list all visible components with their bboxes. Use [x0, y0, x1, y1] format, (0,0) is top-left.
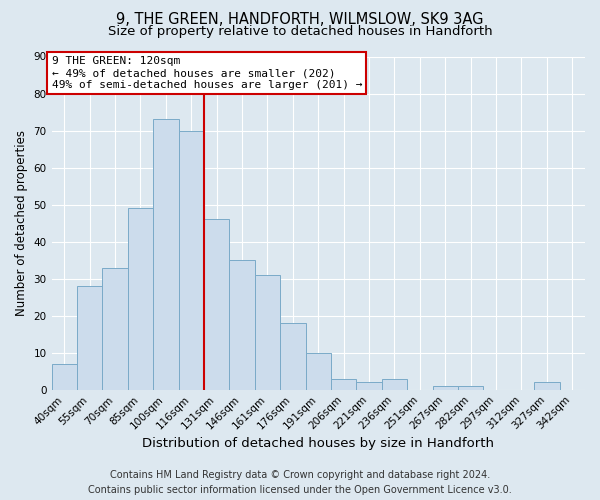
Text: Size of property relative to detached houses in Handforth: Size of property relative to detached ho… [107, 25, 493, 38]
Bar [153, 120, 179, 390]
Bar [255, 275, 280, 390]
Bar [433, 386, 458, 390]
Bar [534, 382, 560, 390]
Bar [179, 130, 204, 390]
Text: 9 THE GREEN: 120sqm
← 49% of detached houses are smaller (202)
49% of semi-detac: 9 THE GREEN: 120sqm ← 49% of detached ho… [52, 56, 362, 90]
Bar [305, 352, 331, 390]
Bar [280, 323, 305, 390]
Bar [331, 378, 356, 390]
Bar [52, 364, 77, 390]
Bar [204, 220, 229, 390]
Bar [382, 378, 407, 390]
X-axis label: Distribution of detached houses by size in Handforth: Distribution of detached houses by size … [142, 437, 494, 450]
Bar [229, 260, 255, 390]
Text: Contains HM Land Registry data © Crown copyright and database right 2024.
Contai: Contains HM Land Registry data © Crown c… [88, 470, 512, 495]
Bar [103, 268, 128, 390]
Bar [128, 208, 153, 390]
Bar [77, 286, 103, 390]
Bar [356, 382, 382, 390]
Text: 9, THE GREEN, HANDFORTH, WILMSLOW, SK9 3AG: 9, THE GREEN, HANDFORTH, WILMSLOW, SK9 3… [116, 12, 484, 28]
Y-axis label: Number of detached properties: Number of detached properties [15, 130, 28, 316]
Bar [458, 386, 484, 390]
